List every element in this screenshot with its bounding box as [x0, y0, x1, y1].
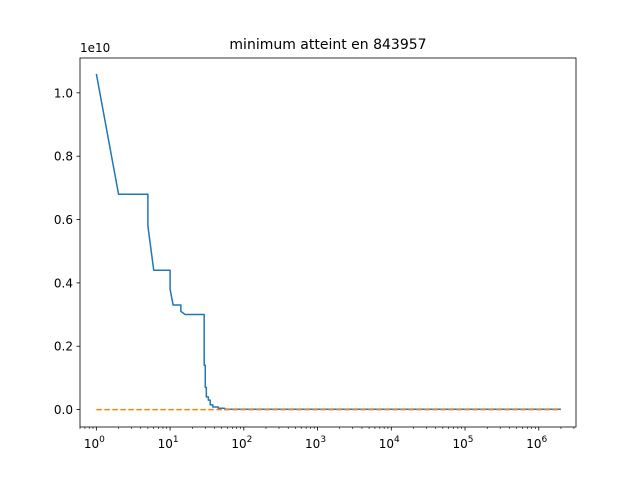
x-tick-label-6: 106 [526, 435, 547, 451]
x-tick-label-5: 105 [453, 435, 474, 451]
x-tick-label-3: 103 [305, 435, 326, 451]
x-tick-label-1: 101 [158, 435, 179, 451]
series-line-0 [95, 73, 561, 411]
chart-title: minimum atteint en 843957 [229, 37, 426, 53]
y-tick-label-0: 0.0 [54, 403, 73, 417]
y-tick-label-4: 0.8 [54, 150, 73, 164]
axes-frame [79, 57, 577, 428]
y-tick-label-5: 1.0 [54, 86, 73, 100]
x-tick-label-4: 104 [379, 435, 400, 451]
series-group [95, 73, 561, 411]
y-tick-label-3: 0.6 [54, 213, 73, 227]
y-offset-label: 1e10 [80, 41, 110, 55]
x-tick-label-2: 102 [231, 435, 252, 451]
y-tick-label-1: 0.2 [54, 340, 73, 354]
x-tick-label-0: 100 [84, 435, 105, 451]
y-tick-label-2: 0.4 [54, 276, 73, 290]
